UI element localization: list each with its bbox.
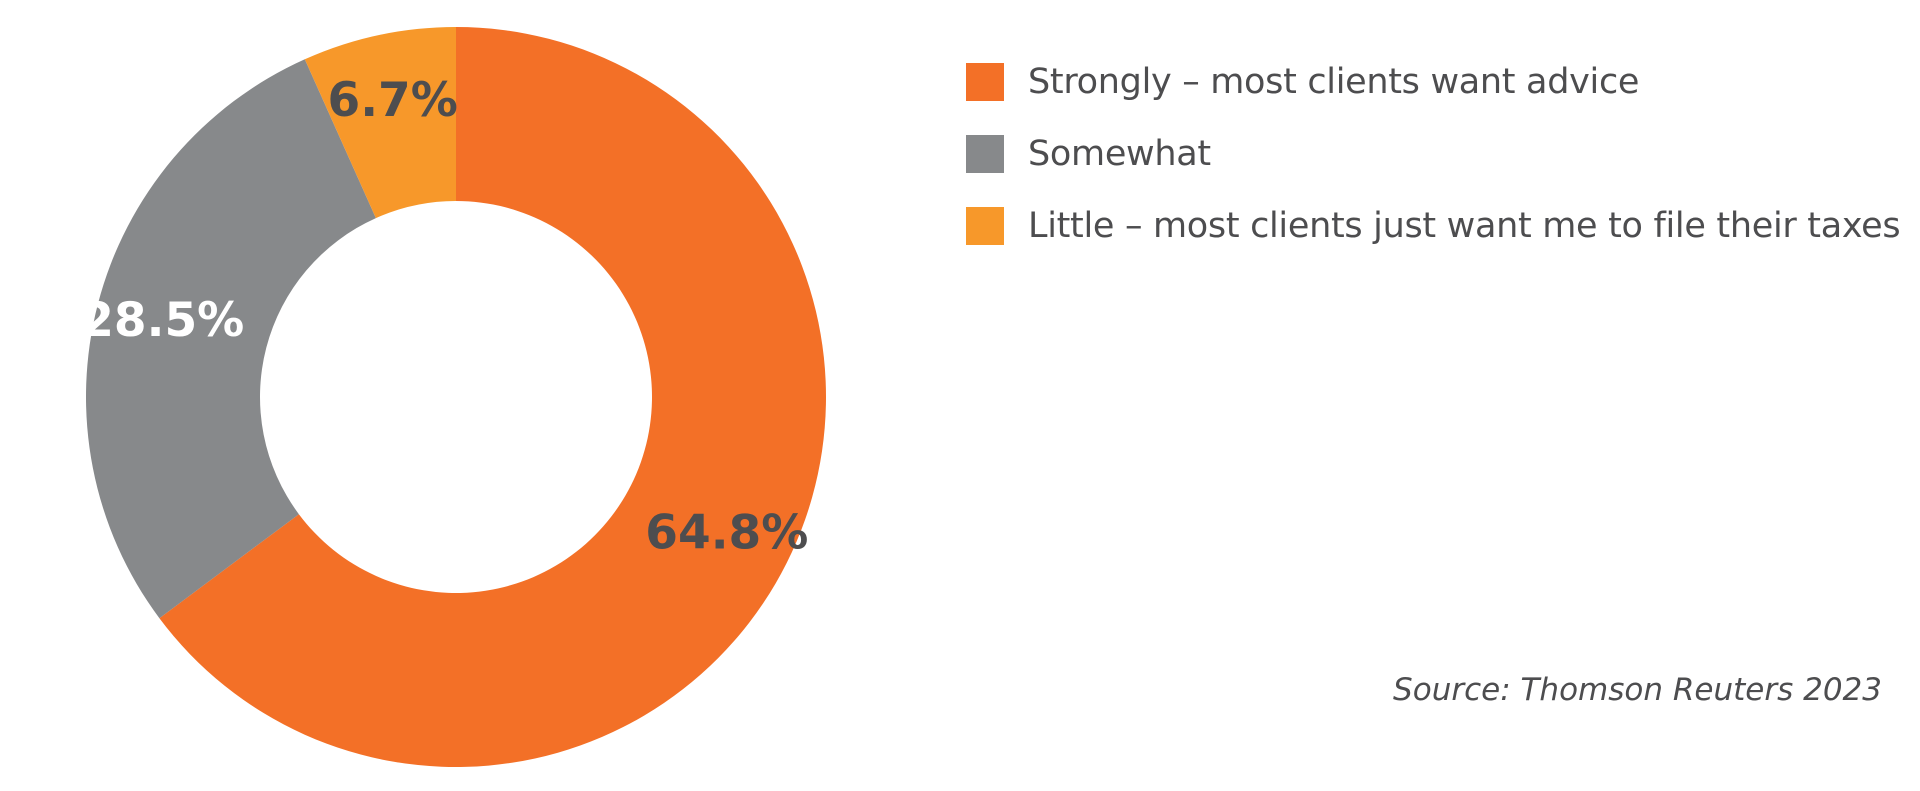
donut-slice-little bbox=[304, 27, 456, 219]
donut-chart: 64.8% 28.5% 6.7% bbox=[81, 27, 826, 767]
donut-value-label-somewhat: 28.5% bbox=[81, 293, 244, 348]
legend-label-somewhat: Somewhat bbox=[1028, 134, 1211, 174]
donut-value-labels: 64.8% 28.5% 6.7% bbox=[81, 73, 808, 560]
donut-slices bbox=[86, 27, 826, 767]
donut-value-label-little: 6.7% bbox=[328, 73, 458, 128]
legend-item-somewhat: Somewhat bbox=[966, 134, 1900, 174]
legend-swatch-strongly bbox=[966, 63, 1004, 101]
legend: Strongly – most clients want advice Some… bbox=[966, 62, 1901, 278]
donut-value-label-strongly: 64.8% bbox=[645, 505, 808, 560]
legend-label-little: Little – most clients just want me to fi… bbox=[1028, 206, 1901, 246]
legend-label-strongly: Strongly – most clients want advice bbox=[1028, 62, 1640, 102]
legend-item-little: Little – most clients just want me to fi… bbox=[966, 206, 1901, 246]
donut-slice-strongly bbox=[159, 27, 826, 767]
legend-swatch-little bbox=[966, 207, 1004, 245]
source-note: Source: Thomson Reuters 2023 bbox=[1393, 672, 1882, 708]
donut-slice-somewhat bbox=[86, 59, 376, 619]
legend-item-strongly: Strongly – most clients want advice bbox=[966, 62, 1900, 102]
legend-swatch-somewhat bbox=[966, 135, 1004, 173]
